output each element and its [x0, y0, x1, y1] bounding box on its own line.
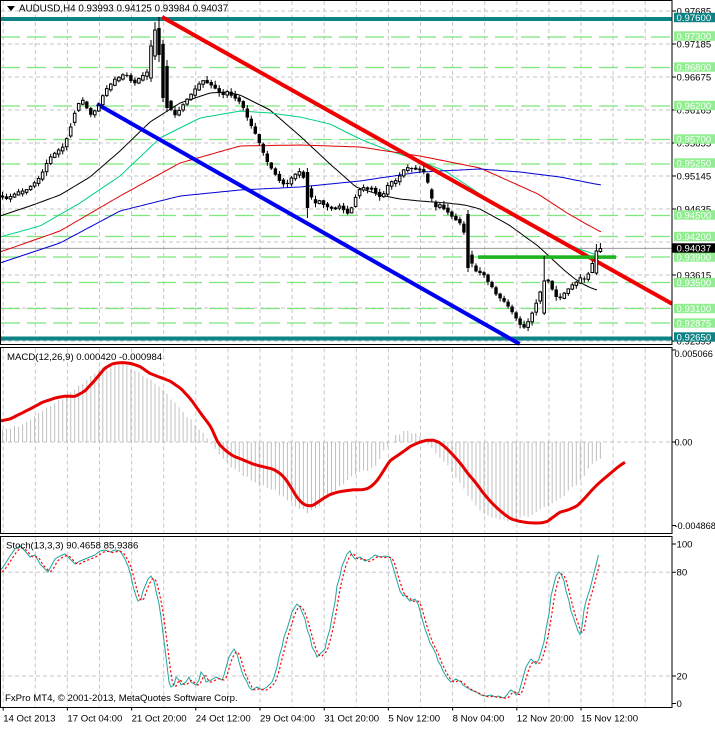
- svg-text:0.94500: 0.94500: [677, 210, 712, 221]
- svg-text:0.96200: 0.96200: [677, 101, 712, 112]
- svg-text:0.93100: 0.93100: [677, 304, 712, 315]
- svg-text:0.97185: 0.97185: [677, 39, 712, 50]
- svg-text:15 Nov 12:00: 15 Nov 12:00: [581, 714, 638, 725]
- svg-text:80: 80: [677, 568, 688, 579]
- svg-text:FxPro MT4, © 2001-2013, MetaQu: FxPro MT4, © 2001-2013, MetaQuotes Softw…: [5, 693, 238, 704]
- svg-text:0.97685: 0.97685: [677, 6, 712, 17]
- svg-text:100: 100: [677, 539, 693, 550]
- svg-text:21 Oct 20:00: 21 Oct 20:00: [132, 714, 187, 725]
- svg-text:0.00: 0.00: [675, 437, 693, 447]
- svg-text:17 Oct 04:00: 17 Oct 04:00: [67, 714, 122, 725]
- svg-text:0.97300: 0.97300: [677, 31, 712, 42]
- svg-text:MACD(12,26,9) 0.000420 -0.0009: MACD(12,26,9) 0.000420 -0.000984: [7, 352, 163, 363]
- svg-text:5 Nov 12:00: 5 Nov 12:00: [388, 714, 440, 725]
- svg-text:0.93500: 0.93500: [677, 278, 712, 289]
- svg-text:0.92595: 0.92595: [677, 336, 712, 347]
- svg-text:31 Oct 20:00: 31 Oct 20:00: [324, 714, 379, 725]
- svg-text:0.95250: 0.95250: [677, 158, 712, 169]
- svg-text:0.94037: 0.94037: [677, 243, 712, 254]
- svg-text:0.93615: 0.93615: [677, 270, 712, 281]
- svg-text:0.94200: 0.94200: [677, 232, 712, 243]
- svg-text:0: 0: [677, 699, 682, 710]
- svg-text:AUDUSD,H4 0.93993 0.94125 0.9: AUDUSD,H4 0.93993 0.94125 0.93984 0.9403…: [19, 4, 228, 15]
- svg-text:0.95700: 0.95700: [677, 134, 712, 145]
- svg-text:0.94635: 0.94635: [677, 204, 712, 215]
- svg-text:29 Oct 04:00: 29 Oct 04:00: [260, 714, 315, 725]
- svg-text:12 Nov 20:00: 12 Nov 20:00: [517, 714, 574, 725]
- svg-text:0.96675: 0.96675: [677, 72, 712, 83]
- svg-text:0.005066: 0.005066: [675, 349, 713, 359]
- svg-text:24 Oct 12:00: 24 Oct 12:00: [196, 714, 251, 725]
- svg-text:0.96800: 0.96800: [677, 62, 712, 73]
- svg-text:8 Nov 04:00: 8 Nov 04:00: [453, 714, 505, 725]
- svg-text:0.96165: 0.96165: [677, 105, 712, 116]
- svg-text:20: 20: [677, 671, 688, 682]
- svg-text:0.95145: 0.95145: [677, 171, 712, 182]
- svg-text:0.95655: 0.95655: [677, 138, 712, 149]
- svg-text:0.92650: 0.92650: [677, 332, 712, 343]
- svg-text:-0.004868: -0.004868: [675, 521, 715, 531]
- svg-text:14 Oct 2013: 14 Oct 2013: [3, 714, 55, 725]
- svg-text:0.97600: 0.97600: [677, 13, 712, 24]
- svg-text:0.93900: 0.93900: [677, 252, 712, 263]
- svg-text:0.92875: 0.92875: [677, 318, 712, 329]
- svg-text:Stoch(13,3,3) 90.4658 85.9386: Stoch(13,3,3) 90.4658 85.9386: [6, 541, 138, 552]
